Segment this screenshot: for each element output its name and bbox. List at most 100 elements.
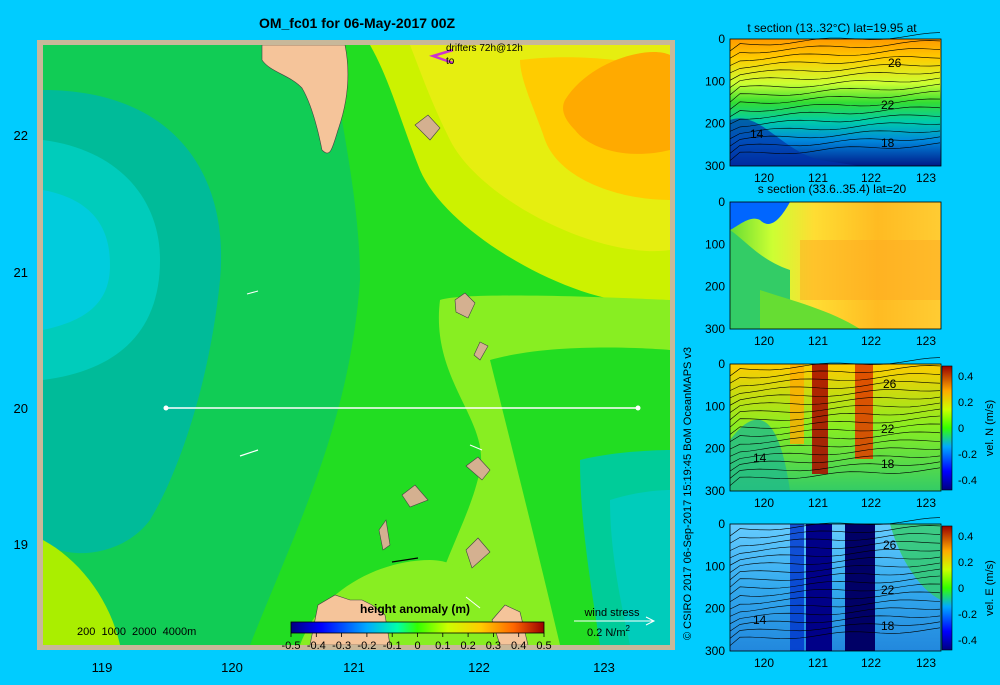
- contour-line: [729, 373, 941, 391]
- contour-line: [729, 32, 941, 52]
- colorbar-tick-label: -0.5: [282, 640, 301, 652]
- section-x-tick: 123: [916, 656, 936, 670]
- depth-legend: 200 1000 2000 4000m: [77, 626, 196, 638]
- contour-label: 14: [753, 613, 767, 627]
- contour-label: 18: [881, 457, 895, 471]
- contour-line: [729, 439, 941, 457]
- section-x-tick: 123: [916, 334, 936, 348]
- section-x-tick: 122: [861, 171, 881, 185]
- contour-line: [729, 114, 941, 132]
- section-x-tick: 121: [808, 656, 828, 670]
- t-section-panel: t section (13..32°C) lat=19.95 at 26 22 …: [729, 21, 942, 167]
- vel-e-contours: [729, 517, 941, 646]
- section-y-tick: 0: [718, 357, 725, 371]
- map-x-tick: 121: [343, 660, 365, 675]
- velocity-colorbar-ticks: 0.4 0.2 0 -0.2 -0.4 0.4 0.2 0 -0.2 -0.4: [958, 371, 977, 647]
- contour-line: [729, 408, 941, 428]
- section-line-end-marker: [635, 405, 641, 411]
- map-x-tick: 123: [593, 660, 615, 675]
- s-section-panel: s section (33.6..35.4) lat=20: [729, 182, 942, 330]
- vel-e-label: vel. E (m/s): [984, 560, 996, 616]
- contour-line: [729, 357, 941, 377]
- contour-line: [729, 64, 941, 81]
- colorbar-tick-label: 0.1: [435, 640, 450, 652]
- contour-line: [729, 431, 941, 450]
- section-x-tick: 120: [754, 496, 774, 510]
- map-x-tick: 119: [92, 660, 113, 675]
- contour-label: 22: [881, 422, 895, 436]
- section-y-tick: 100: [705, 74, 725, 88]
- section-y-tick: 200: [705, 117, 725, 131]
- colorbar-tick-label: -0.4: [307, 640, 326, 652]
- section-y-tick: 200: [705, 602, 725, 616]
- map-y-tick: 20: [14, 401, 28, 416]
- vel-colorbar-tick: 0: [958, 583, 964, 595]
- vel-colorbar-tick: 0.4: [958, 371, 973, 383]
- s-section-title: s section (33.6..35.4) lat=20: [758, 182, 907, 196]
- contour-label: 22: [881, 98, 895, 112]
- contour-line: [729, 130, 941, 147]
- section-y-tick: 300: [705, 159, 725, 173]
- map-x-tick: 122: [468, 660, 490, 675]
- contour-line: [729, 136, 941, 154]
- contour-label: 14: [753, 451, 767, 465]
- velocity-n-panel: 26 22 18 14: [729, 357, 942, 492]
- vel-colorbar-tick: -0.2: [958, 449, 977, 461]
- section-x-tick: 120: [754, 656, 774, 670]
- section-axes: 0 100 200 300 120 121 122 123 0 100 200 300 120 121 12…: [705, 32, 936, 670]
- colorbar-tick-label: 0.4: [511, 640, 526, 652]
- map-y-tick: 19: [14, 537, 28, 552]
- contour-line: [729, 48, 941, 66]
- contour-line: [729, 83, 941, 103]
- section-y-tick: 200: [705, 280, 725, 294]
- section-x-tick: 122: [861, 334, 881, 348]
- contour-line: [729, 591, 941, 610]
- colorbar-tick-label: 0: [414, 640, 420, 652]
- contour-line: [729, 461, 941, 479]
- contour-line: [729, 396, 941, 413]
- contour-line: [729, 71, 941, 88]
- map-x-tick: 120: [221, 660, 243, 675]
- contour-line: [729, 575, 941, 595]
- contour-label: 18: [881, 619, 895, 633]
- map-y-tick: 21: [14, 265, 28, 280]
- section-y-tick: 0: [718, 517, 725, 531]
- contour-line: [729, 90, 941, 110]
- section-x-tick: 122: [861, 496, 881, 510]
- map-field: [43, 45, 670, 645]
- contour-line: [729, 455, 941, 472]
- wind-stress-value: 0.2 N/m2: [587, 624, 631, 639]
- section-x-tick: 120: [754, 171, 774, 185]
- map-y-tick: 22: [14, 128, 28, 143]
- contour-line: [729, 549, 941, 566]
- height-anomaly-colorbar: [290, 621, 545, 634]
- colorbar-tick-label: -0.3: [332, 640, 351, 652]
- drifters-to-label: to: [446, 56, 455, 67]
- contour-label: 18: [881, 136, 895, 150]
- colorbar-tick-label: -0.2: [357, 640, 376, 652]
- map-title: OM_fc01 for 06-May-2017 00Z: [259, 15, 456, 31]
- section-y-tick: 300: [705, 484, 725, 498]
- vel-colorbar-tick: 0: [958, 423, 964, 435]
- contour-line: [729, 533, 941, 551]
- vel-colorbar-tick: -0.4: [958, 635, 977, 647]
- contour-line: [729, 525, 941, 544]
- contour-line: [729, 556, 941, 573]
- section-x-tick: 122: [861, 656, 881, 670]
- colorbar-ticks: -0.5 -0.4 -0.3 -0.2 -0.1 0 0.1 0.2 0.3 0.4 0.5: [282, 633, 552, 652]
- contour-line: [729, 541, 941, 559]
- vel-n-contours: [729, 357, 941, 486]
- vel-e-colorbar: [941, 525, 953, 651]
- section-y-tick: 300: [705, 322, 725, 336]
- vel-colorbar-tick: 0.2: [958, 557, 973, 569]
- contour-line: [729, 106, 941, 125]
- section-y-tick: 0: [718, 195, 725, 209]
- contour-label: 26: [883, 538, 897, 552]
- credit-text: © CSIRO 2017 06-Sep-2017 15:19:45 BoM Oc…: [682, 347, 694, 640]
- contour-line: [729, 365, 941, 384]
- contour-line: [729, 615, 941, 632]
- contour-line: [729, 381, 941, 399]
- contour-line: [729, 599, 941, 617]
